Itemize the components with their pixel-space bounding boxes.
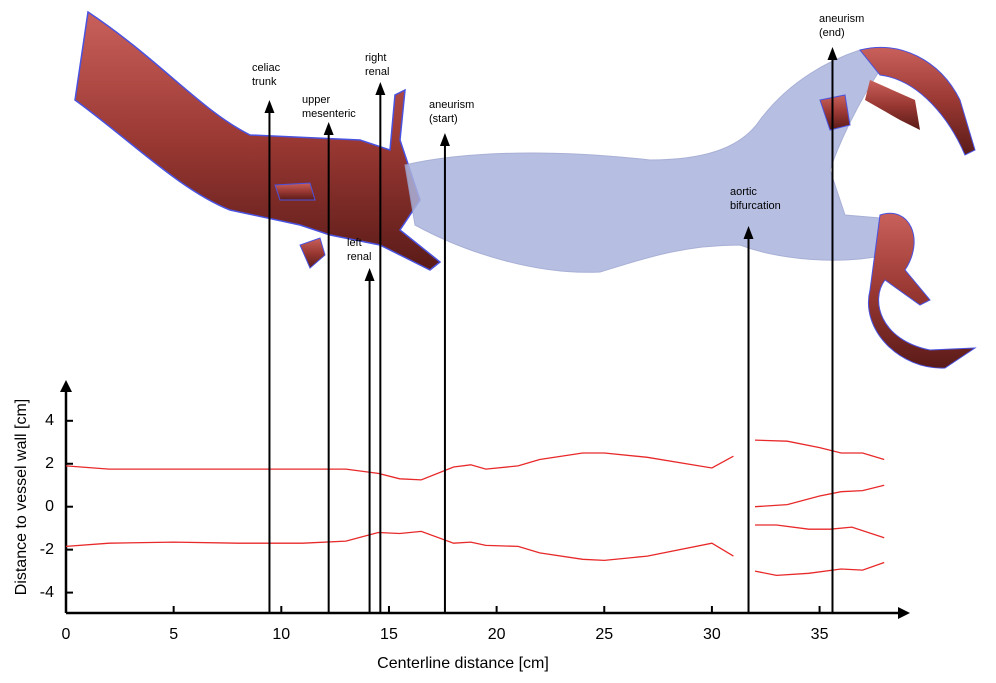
annotation-label: left bbox=[347, 237, 362, 249]
annotation-label: bifurcation bbox=[730, 200, 781, 212]
annotation-label: right bbox=[365, 52, 386, 64]
y-axis-arrow bbox=[60, 380, 72, 392]
x-tick-label: 15 bbox=[380, 626, 398, 643]
x-tick-label: 30 bbox=[703, 626, 721, 643]
annotation-arrowhead bbox=[264, 100, 274, 113]
annotation-arrowhead bbox=[365, 268, 375, 281]
annotation-arrowhead bbox=[440, 133, 450, 146]
x-tick-label: 25 bbox=[595, 626, 613, 643]
annotation-arrowhead bbox=[375, 82, 385, 95]
x-tick-label: 5 bbox=[169, 626, 178, 643]
annotation-label: aneurism bbox=[819, 13, 864, 25]
wall-line bbox=[755, 563, 884, 576]
annotation-label: (end) bbox=[819, 27, 845, 39]
y-tick-label: -4 bbox=[40, 584, 54, 601]
y-axis-label: Distance to vessel wall [cm] bbox=[13, 399, 30, 596]
y-tick-label: 4 bbox=[45, 412, 54, 429]
annotation-arrowhead bbox=[324, 122, 334, 135]
chart: 0 5 10 15 20 25 30 35 -4 -2 0 2 4 celiac trunk upper mes… bbox=[0, 0, 996, 678]
annotation-arrowhead bbox=[827, 47, 837, 60]
annotation-label: celiac bbox=[252, 62, 281, 74]
annotation-label: aneurism bbox=[429, 99, 474, 111]
annotation-label: renal bbox=[347, 251, 371, 263]
x-axis-label: Centerline distance [cm] bbox=[377, 655, 549, 672]
wall-line bbox=[66, 453, 733, 480]
x-axis-arrow bbox=[898, 607, 910, 619]
x-tick-label: 10 bbox=[272, 626, 290, 643]
annotation-label: upper bbox=[302, 94, 330, 106]
x-tick-label: 35 bbox=[811, 626, 829, 643]
annotation-label: trunk bbox=[252, 76, 277, 88]
wall-line bbox=[755, 525, 884, 538]
annotation-label: renal bbox=[365, 66, 389, 78]
y-tick-label: 2 bbox=[45, 455, 54, 472]
wall-line bbox=[755, 440, 884, 459]
vessel-rendering bbox=[75, 12, 975, 368]
x-tick-label: 0 bbox=[62, 626, 71, 643]
wall-line bbox=[66, 531, 733, 560]
wall-line bbox=[755, 485, 884, 507]
y-tick-label: -2 bbox=[40, 541, 54, 558]
y-tick-label: 0 bbox=[45, 498, 54, 515]
annotation-label: mesenteric bbox=[302, 108, 356, 120]
annotation-label: (start) bbox=[429, 113, 458, 125]
x-tick-label: 20 bbox=[488, 626, 506, 643]
annotation-label: aortic bbox=[730, 186, 757, 198]
